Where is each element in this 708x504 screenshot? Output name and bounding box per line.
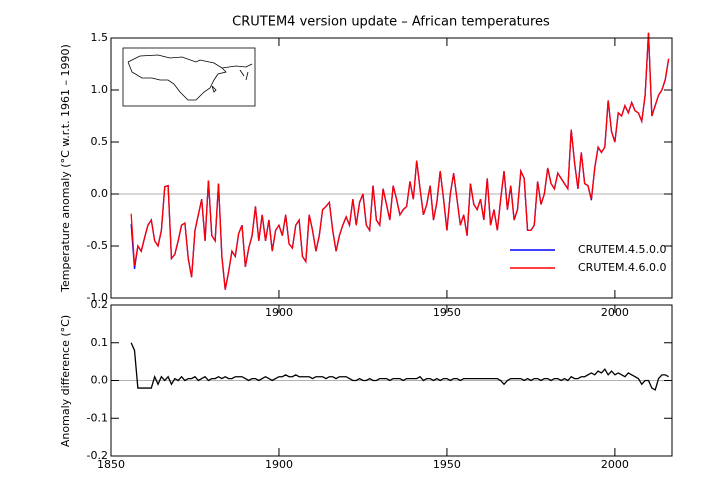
y-axis-label: Anomaly difference (°C) (59, 315, 72, 447)
legend-label: CRUTEM.4.6.0.0 (578, 261, 667, 274)
legend-label: CRUTEM.4.5.0.0 (578, 243, 667, 256)
x-tick-label: 1950 (433, 458, 461, 471)
y-tick-label: 0.0 (91, 374, 109, 387)
x-tick-label: 1900 (265, 458, 293, 471)
y-tick-label: 0.1 (91, 336, 109, 349)
data-line (130, 32, 670, 290)
y-tick-label: 0.0 (91, 187, 109, 200)
y-tick-label: 1.0 (91, 83, 109, 96)
y-axis-label: Temperature anomaly (°C w.r.t. 1961 – 19… (59, 44, 72, 293)
x-tick-label: 2000 (601, 458, 629, 471)
y-tick-label: -0.2 (87, 449, 108, 462)
y-tick-label: -0.1 (87, 411, 108, 424)
y-tick-label: -0.5 (87, 239, 108, 252)
chart-title: CRUTEM4 version update – African tempera… (232, 15, 550, 30)
y-tick-label: 0.5 (91, 135, 109, 148)
y-tick-label: 1.5 (91, 31, 109, 44)
plot-frame (110, 37, 673, 299)
data-line (130, 342, 669, 391)
map-inset (122, 47, 256, 107)
x-tick-label: 1850 (97, 458, 125, 471)
y-tick-label: 0.2 (91, 298, 109, 311)
y-tick-label: -1.0 (87, 291, 108, 304)
